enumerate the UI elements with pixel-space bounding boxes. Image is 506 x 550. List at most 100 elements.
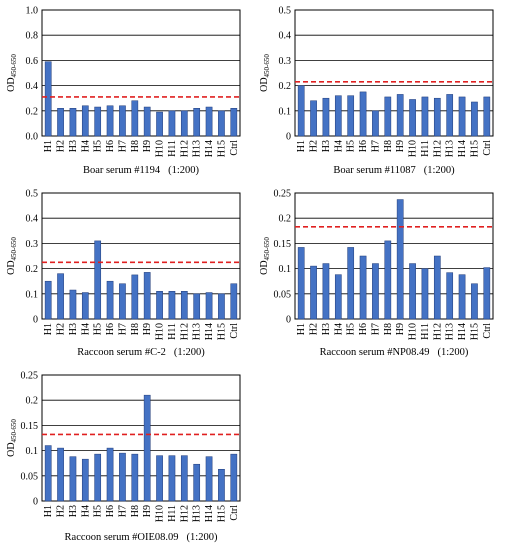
bar-H13	[193, 108, 201, 137]
x-tick-label: H14	[457, 323, 468, 340]
bar-H2	[57, 273, 64, 320]
y-tick-label: 0.2	[26, 396, 39, 407]
bar-H2	[57, 447, 64, 502]
x-tick-label: H10	[155, 323, 166, 340]
y-axis-label: OD450-650	[259, 54, 271, 92]
y-tick-label: 0.15	[21, 421, 39, 432]
panel-caption: Boar serum #1194 (1:200)	[83, 165, 200, 176]
x-tick-label: Ctrl	[229, 323, 240, 339]
x-tick-label: H9	[142, 323, 153, 335]
y-tick-label: 0.25	[21, 371, 39, 382]
x-tick-label: H7	[117, 323, 128, 335]
y-tick-label: 0	[33, 315, 38, 326]
x-tick-label: H12	[179, 140, 190, 157]
x-tick-label: H3	[321, 323, 332, 335]
x-tick-label: H1	[296, 323, 307, 335]
x-tick-label: H3	[68, 323, 79, 335]
chart-panel-1: 0.00.20.40.60.81.0H1 H2 H3 H4 H5 H6 H7 H8 H9 H10 H…	[6, 6, 241, 176]
x-tick-label: H6	[105, 323, 116, 335]
panel-caption: Raccoon serum #C-2 (1:200)	[77, 347, 205, 358]
chart-panel-5: 0 0.05 0.1 0.15 0.2 0.25 H1 H2 H3 H4 H5 H6 H7 H8 H9 H10…	[6, 371, 241, 543]
bar-Ctrl	[483, 267, 491, 320]
y-tick-label: 0.1	[279, 106, 292, 117]
bar-H6	[106, 105, 114, 137]
x-tick-label: H13	[445, 323, 456, 340]
x-tick-label: H5	[93, 505, 104, 517]
x-tick-label: H14	[457, 140, 468, 157]
x-tick-label: H11	[167, 140, 178, 157]
bar-H11	[421, 96, 429, 137]
bar-H5	[94, 106, 102, 137]
bar-H15	[471, 283, 478, 320]
bar-H1	[297, 85, 305, 137]
x-tick-label: H2	[309, 140, 320, 152]
bar-H10	[156, 111, 163, 137]
bar-Ctrl	[483, 96, 491, 137]
bar-H14	[205, 106, 213, 137]
bar-H4	[81, 458, 89, 502]
bar-H7	[119, 283, 126, 320]
bar-H9	[143, 394, 151, 502]
y-tick-label: 0.2	[279, 81, 292, 92]
y-tick-label: 0.05	[274, 289, 292, 300]
x-tick-label: H8	[383, 140, 394, 152]
x-tick-label: H13	[445, 140, 456, 157]
bar-H6	[359, 91, 367, 137]
bar-H14	[458, 96, 466, 137]
plot-frame	[294, 9, 494, 137]
bar-H4	[334, 274, 342, 320]
bar-Ctrl	[230, 453, 238, 502]
x-tick-label: H3	[68, 505, 79, 517]
x-tick-label: H12	[432, 323, 443, 340]
bar-H2	[310, 265, 317, 320]
y-axis-label: OD450-650	[6, 54, 18, 92]
x-tick-label: H1	[296, 140, 307, 152]
bar-H9	[143, 272, 151, 320]
bar-H1	[44, 445, 52, 502]
bar-H8	[384, 240, 392, 320]
x-tick-label: H8	[130, 140, 141, 152]
x-tick-label: H3	[321, 140, 332, 152]
plot-frame	[41, 374, 241, 502]
panel-caption: Boar serum #11087 (1:200)	[333, 165, 455, 176]
bar-H5	[94, 240, 102, 320]
bar-H6	[359, 255, 367, 320]
bar-H12	[180, 455, 188, 502]
x-tick-label: H13	[192, 323, 203, 340]
bar-H13	[193, 463, 201, 502]
bar-H11	[168, 291, 176, 320]
x-tick-label: H8	[383, 323, 394, 335]
bar-H2	[57, 108, 64, 137]
x-tick-label: H6	[105, 505, 116, 517]
bar-H9	[396, 199, 404, 320]
bar-H10	[409, 99, 416, 137]
bar-H8	[131, 274, 139, 320]
x-tick-label: H9	[395, 323, 406, 335]
chart-panel-4: 0 0.05 0.1 0.15 0.2 0.25 H1 H2 H3 H4 H5 H6 H7 H8 H9 H10…	[259, 189, 494, 358]
x-tick-label: H6	[358, 323, 369, 335]
x-tick-label: H12	[179, 323, 190, 340]
chart-panel-2: 0 0.1 0.2 0.3 0.4 0.5 H1 H2 H3 H4 H5 H6 H7 H8 H9 H10 H11…	[259, 6, 494, 176]
bar-H10	[409, 263, 416, 320]
y-tick-label: 0.4	[279, 31, 292, 42]
y-tick-label: 0.6	[26, 56, 39, 67]
x-tick-label: H11	[420, 323, 431, 340]
x-tick-label: H7	[117, 140, 128, 152]
bar-H12	[433, 255, 441, 320]
x-tick-label: Ctrl	[482, 323, 493, 339]
x-tick-label: H15	[469, 140, 480, 157]
bar-H3	[69, 289, 77, 320]
x-tick-label: H14	[204, 505, 215, 522]
y-axis-label: OD450-650	[259, 237, 271, 275]
bar-H10	[156, 291, 163, 320]
x-tick-label: H10	[408, 323, 419, 340]
x-tick-label: H15	[216, 505, 227, 522]
x-tick-label: H10	[155, 140, 166, 157]
bar-H8	[384, 96, 392, 137]
x-tick-label: H10	[408, 140, 419, 157]
bar-Ctrl	[230, 283, 238, 320]
y-axis-label: OD450-650	[6, 419, 18, 457]
x-tick-label: H1	[43, 505, 54, 517]
x-tick-label: H8	[130, 323, 141, 335]
